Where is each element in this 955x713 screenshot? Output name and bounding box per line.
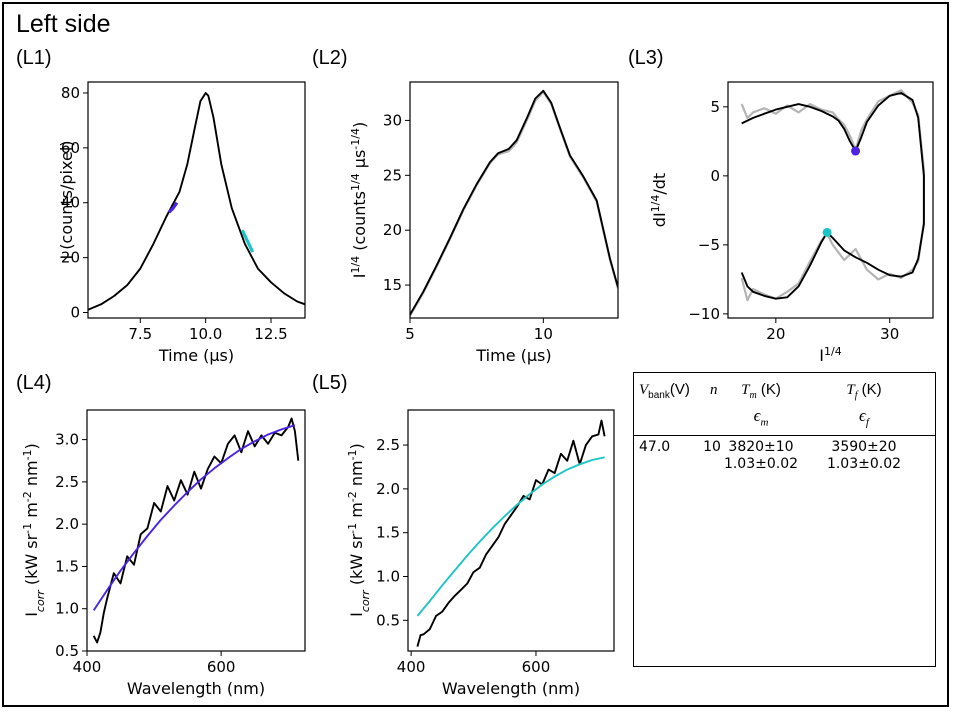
y-tick-label-l3: −10: [688, 305, 720, 323]
series-l3-raw: [740, 89, 926, 302]
axes-frame-l4: [86, 409, 306, 652]
cell-v-bank: 47.0: [639, 439, 671, 455]
y-tick-label-l5: 0.5: [376, 611, 400, 629]
series-l4-fit: [92, 424, 296, 611]
axes-frame-l2: [409, 81, 619, 319]
panel-label-l5: (L5): [312, 372, 348, 394]
y-axis-label-l5: Icorr (kW sr-1 m-2 nm-1): [346, 443, 372, 617]
y-axis-label-l2: I1/4 (counts1/4 μs-1/4): [349, 122, 370, 278]
chart-l3: 20 30 5 0 −5 −10 I1/4 dI1/4/dt: [649, 81, 934, 366]
y-tick-label-l4: 2.0: [55, 515, 79, 533]
series-l4-measured: [92, 417, 300, 644]
y-tick-label-l1: 0: [70, 304, 80, 322]
axes-frame-l5: [407, 409, 615, 652]
y-tick-label-l5: 2.0: [376, 480, 400, 498]
y-tick-label-l1: 60: [61, 139, 80, 157]
header-eps-m: ϵm: [753, 406, 769, 429]
y-tick-label-l5: 2.5: [376, 436, 400, 454]
y-tick-label-l4: 3.0: [55, 431, 79, 449]
y-tick-label-l4: 2.5: [55, 473, 79, 491]
page-title: Left side: [16, 10, 111, 38]
x-axis-label-l3: I1/4: [819, 345, 841, 366]
y-tick-label-l3: −5: [698, 236, 720, 254]
axes-frame-l3: [727, 81, 934, 319]
x-tick-label-l2: 10: [534, 325, 553, 343]
axes-frame-l1: [87, 81, 306, 319]
y-tick-label-l3: 0: [710, 167, 720, 185]
series-l3-blue-point: [851, 146, 861, 156]
x-tick-label-l4: 400: [73, 658, 102, 676]
y-tick-label-l1: 20: [61, 249, 80, 267]
x-axis-label-l2: Time (μs): [475, 346, 551, 365]
panel-label-l3: (L3): [628, 47, 664, 69]
header-t-m: Tm (K): [741, 381, 781, 401]
y-axis-label-l4: Icorr (kW sr-1 m-2 nm-1): [21, 443, 47, 617]
x-tick-label-l3: 20: [766, 325, 785, 343]
chart-l2: 5 10 15 20 25 30 Time (μs) I1/4 (counts1/4 μs-1…: [349, 81, 619, 365]
y-tick-label-l2: 20: [383, 221, 402, 239]
y-tick-label-l2: 30: [383, 111, 402, 129]
x-tick-label-l5: 600: [522, 658, 551, 676]
x-tick-label-l1: 12.5: [254, 325, 287, 343]
series-l5-fit: [416, 456, 605, 617]
y-tick-label-l4: 1.0: [55, 600, 79, 618]
header-n: n: [710, 382, 718, 398]
panel-label-l4: (L4): [16, 372, 52, 394]
parameter-table: Vbank(V) n Tm (K) Tf (K) ϵm ϵf 47.0 10 3…: [633, 372, 936, 667]
x-tick-label-l4: 600: [207, 658, 236, 676]
y-tick-label-l5: 1.0: [376, 568, 400, 586]
cell-eps-m: 1.03±0.02: [723, 456, 799, 472]
y-tick-label-l5: 1.5: [376, 524, 400, 542]
y-tick-label-l2: 15: [383, 276, 402, 294]
cell-t-m: 3820±10: [728, 439, 794, 455]
header-eps-f: ϵf: [859, 406, 869, 429]
series-l1-cyan-marker-segment: [240, 229, 255, 253]
cell-t-f: 3590±20: [831, 439, 897, 455]
series-l2-smoothed: [410, 89, 618, 316]
x-tick-label-l1: 7.5: [128, 325, 152, 343]
series-l3-cyan-point: [822, 227, 832, 237]
x-axis-label-l1: Time (μs): [158, 346, 234, 365]
y-tick-label-l4: 0.5: [55, 642, 79, 660]
y-tick-label-l1: 40: [61, 194, 80, 212]
series-l3-smoothed: [740, 92, 925, 300]
chart-l4: 400 600 0.5 1.0 1.5 2.0 2.5 3.0 Wavelength (nm) I…: [21, 409, 306, 698]
panel-label-l1: (L1): [16, 47, 52, 69]
y-axis-label-l3: dI1/4/dt: [649, 173, 670, 227]
y-tick-label-l1: 80: [61, 84, 80, 102]
cell-n: 10: [703, 439, 721, 455]
y-tick-label-l4: 1.5: [55, 557, 79, 575]
x-axis-label-l4: Wavelength (nm): [127, 679, 265, 698]
y-tick-label-l2: 25: [383, 166, 402, 184]
x-tick-label-l2: 5: [405, 325, 415, 343]
chart-l1: 7.5 10.0 12.5 0 20 40 60 80 Time (μs) I (counts/p…: [57, 81, 306, 365]
series-l1-blue-marker-segment: [167, 201, 179, 214]
x-axis-label-l5: Wavelength (nm): [442, 679, 580, 698]
series-l5-measured: [416, 419, 606, 647]
chart-l5: 400 600 0.5 1.0 1.5 2.0 2.5 Wavelength (nm) Icor…: [346, 409, 615, 698]
header-t-f: Tf (K): [846, 381, 882, 401]
x-tick-label-l5: 400: [397, 658, 426, 676]
series-l1-intensity: [88, 92, 305, 311]
x-tick-label-l1: 10.0: [189, 325, 222, 343]
y-axis-label-l1: I (counts/pixel): [57, 140, 76, 259]
x-tick-label-l3: 30: [880, 325, 899, 343]
series-l2-raw: [410, 90, 618, 317]
y-tick-label-l3: 5: [710, 98, 720, 116]
header-v-bank: Vbank(V): [639, 381, 690, 401]
table-divider: [634, 435, 935, 436]
cell-eps-f: 1.03±0.02: [826, 456, 902, 472]
panel-label-l2: (L2): [312, 47, 348, 69]
